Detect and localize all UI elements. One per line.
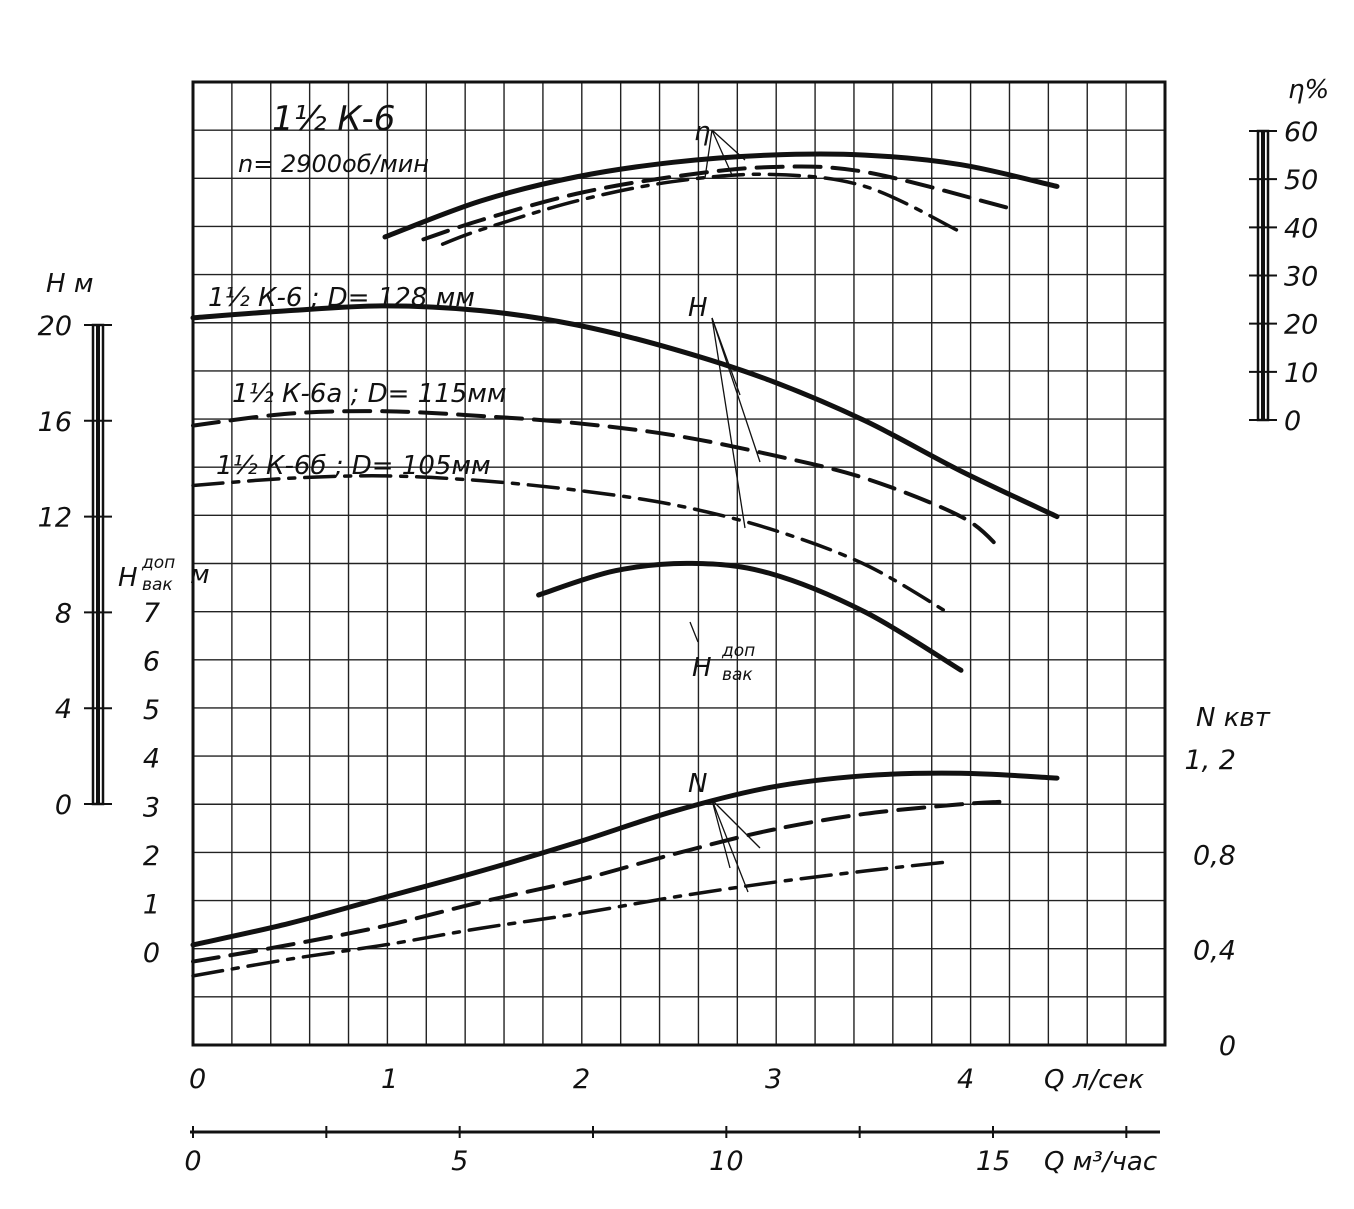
leader-line — [689, 621, 699, 643]
axis-label-eta: η% — [1288, 75, 1329, 105]
axis-label-q-ls: Q л/сек — [1044, 1065, 1144, 1095]
curve-hvac-solid — [536, 560, 964, 673]
leader-line — [711, 799, 761, 849]
axis-eta-tick-label: 50 — [1284, 165, 1318, 196]
series-label-d105: 1½ К-6б ; D= 105мм — [216, 451, 491, 481]
leader-line — [711, 317, 746, 529]
chart-subtitle: n= 2900об/мин — [238, 150, 429, 178]
axis-q-ls-tick-label: 0 — [189, 1064, 206, 1095]
chart-title: 1½ К-6 — [272, 99, 395, 139]
axis-h-tick-label: 16 — [38, 407, 72, 438]
curve-n-dashdot — [191, 859, 954, 978]
axis-label-hvac: H — [118, 563, 138, 593]
axis-label-h: H м — [46, 269, 93, 299]
axis-n-tick-label: 0,8 — [1193, 840, 1236, 871]
curve-eta-dashdot — [440, 172, 963, 246]
leader-line — [711, 129, 733, 176]
axis-q-m3-tick-label: 10 — [709, 1146, 743, 1177]
leader-line — [711, 317, 741, 396]
axis-label-hvac-unit: м — [190, 560, 210, 590]
plot-frame — [191, 80, 1167, 1047]
axis-eta-tick-label: 30 — [1284, 262, 1318, 293]
annotation-hvac-sub: вак — [722, 665, 753, 685]
axis-hvac-tick-label: 2 — [143, 841, 160, 872]
series-label-d128: 1½ К-6 ; D= 128 мм — [208, 283, 475, 313]
leader-line — [711, 799, 749, 893]
labels: 1½ К-6 n= 2900об/мин 1½ К-6 ; D= 128 мм … — [46, 75, 1329, 1177]
axis-hvac-tick-label: 6 — [143, 647, 160, 678]
axis-h-tick-label: 8 — [55, 598, 72, 629]
axis-hvac-tick-label: 4 — [143, 744, 160, 775]
leader-line — [704, 129, 713, 179]
axis-label-hvac-sub: вак — [142, 575, 173, 595]
axis-q-ls-tick-label: 3 — [765, 1064, 782, 1095]
curve-n-dash — [191, 799, 1002, 964]
axis-q-m3-tick-label: 15 — [976, 1146, 1010, 1177]
axis-label-hvac-sup: доп — [141, 553, 175, 573]
curve-eta-dash — [421, 164, 1011, 242]
annotation-hvac-sup: доп — [721, 641, 755, 661]
leader-line — [711, 129, 746, 161]
axis-n-tick-label: 0,4 — [1193, 936, 1236, 967]
axis-hvac-tick-label: 5 — [143, 695, 160, 726]
axis-h-tick-label: 20 — [38, 311, 72, 342]
axis-label-n: N квт — [1196, 703, 1271, 733]
axis-hvac-tick-label: 0 — [143, 938, 160, 969]
axis-hvac-tick-label: 7 — [143, 598, 160, 629]
axis-h-tick-label: 12 — [38, 503, 72, 534]
curve-h-dash — [191, 409, 1002, 550]
annotation-n: N — [688, 769, 707, 799]
series-label-d115: 1½ К-6а ; D= 115мм — [232, 379, 507, 409]
axis-hvac-tick-label: 3 — [143, 792, 160, 823]
curves — [190, 129, 1060, 978]
axis-n-tick-label: 1, 2 — [1184, 745, 1236, 776]
axis-eta-tick-label: 40 — [1284, 213, 1318, 244]
axis-q-ls-tick-label: 4 — [957, 1064, 974, 1095]
axis-eta-tick-label: 60 — [1284, 117, 1318, 148]
axis-eta-tick-label: 0 — [1284, 406, 1301, 437]
curve-eta-solid — [382, 151, 1060, 240]
axis-eta-tick-label: 10 — [1284, 358, 1318, 389]
axis-hvac-tick-label: 1 — [143, 889, 160, 920]
axis-n-tick-label: 0 — [1219, 1031, 1236, 1062]
axis-h-tick-label: 4 — [55, 694, 72, 725]
axis-label-q-m3: Q м³/час — [1044, 1147, 1157, 1177]
curve-h-dashdot — [191, 474, 954, 617]
axis-q-ls-tick-label: 1 — [381, 1064, 398, 1095]
curve-n-solid — [190, 770, 1060, 948]
annotation-hvac: H — [692, 653, 712, 683]
leader-line — [711, 317, 761, 463]
axes: 04812162001234567010203040506000,40,81, … — [38, 117, 1319, 1177]
axis-h-tick-label: 0 — [55, 790, 72, 821]
curve-h-solid — [190, 303, 1060, 520]
axis-eta-tick-label: 20 — [1284, 310, 1318, 341]
annotation-h: H — [688, 293, 708, 323]
annotation-eta: η — [694, 117, 710, 147]
leader-line — [711, 799, 731, 869]
axis-q-m3-tick-label: 5 — [451, 1146, 468, 1177]
axis-q-ls-tick-label: 2 — [573, 1064, 590, 1095]
axis-q-m3-tick-label: 0 — [184, 1146, 201, 1177]
